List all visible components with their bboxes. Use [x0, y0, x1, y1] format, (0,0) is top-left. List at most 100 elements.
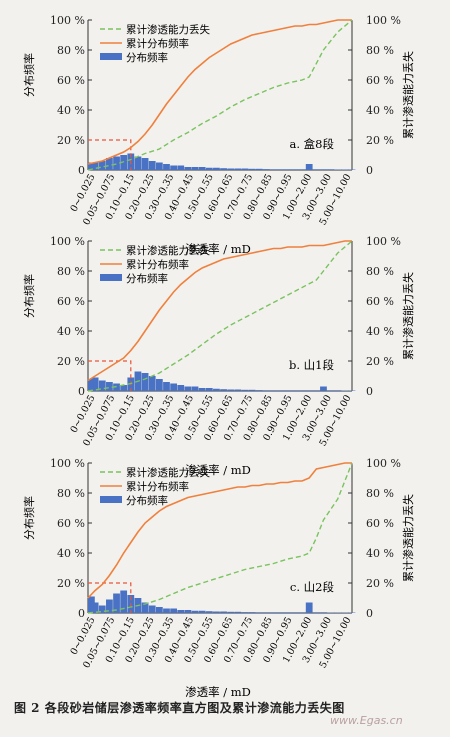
- right-axis-title: 累计渗透能力丢失: [401, 272, 415, 360]
- histogram-bar: [263, 612, 270, 613]
- histogram-bar: [170, 166, 177, 171]
- histogram-bar: [206, 611, 213, 613]
- right-axis-title: 累计渗透能力丢失: [401, 494, 415, 582]
- histogram-bar: [284, 169, 291, 170]
- histogram-bar: [306, 603, 313, 614]
- legend-label-cumulative: 累计分布频率: [126, 480, 189, 493]
- histogram-bar: [270, 612, 277, 613]
- histogram-bar: [227, 390, 234, 392]
- right-tick-label: 60 %: [366, 517, 394, 530]
- histogram-bar: [185, 167, 192, 170]
- histogram-bar: [256, 169, 263, 170]
- chart-panel-1: 020 %40 %60 %80 %100 %020 %40 %60 %80 %1…: [22, 14, 415, 256]
- left-tick-label: 80 %: [57, 487, 85, 500]
- histogram-bar: [249, 169, 256, 170]
- legend-label-histogram: 分布频率: [126, 494, 168, 507]
- histogram-bar: [149, 376, 156, 391]
- histogram-bar: [320, 612, 327, 613]
- histogram-bar: [299, 169, 306, 170]
- histogram-bar: [156, 163, 163, 171]
- left-tick-label: 0: [78, 607, 85, 620]
- histogram-bar: [213, 168, 220, 170]
- panel-label: c. 山2段: [290, 580, 335, 594]
- histogram-bar: [249, 612, 256, 613]
- histogram-bar: [320, 169, 327, 170]
- histogram-bar: [142, 158, 149, 170]
- histogram-bar: [213, 389, 220, 391]
- right-tick-label: 40 %: [366, 104, 394, 117]
- right-tick-label: 0: [366, 164, 373, 177]
- right-tick-label: 60 %: [366, 74, 394, 87]
- histogram-bar: [199, 388, 206, 391]
- left-tick-label: 20 %: [57, 134, 85, 147]
- histogram-bar: [156, 607, 163, 613]
- histogram-bar: [270, 169, 277, 170]
- left-axis-title: 分布频率: [22, 53, 36, 97]
- right-tick-label: 40 %: [366, 325, 394, 338]
- left-tick-label: 40 %: [57, 104, 85, 117]
- histogram-bar: [106, 382, 113, 391]
- histogram-bar: [334, 390, 341, 391]
- histogram-bar: [170, 384, 177, 392]
- histogram-bar: [270, 390, 277, 391]
- histogram-bar: [220, 389, 227, 391]
- legend-label-loss: 累计渗透能力丢失: [126, 244, 210, 257]
- legend-swatch-histogram: [100, 53, 122, 60]
- histogram-bar: [156, 379, 163, 391]
- histogram-bar: [277, 169, 284, 170]
- histogram-bar: [170, 609, 177, 614]
- legend-label-loss: 累计渗透能力丢失: [126, 466, 210, 479]
- histogram-bar: [220, 168, 227, 170]
- histogram-bar: [277, 390, 284, 391]
- right-tick-label: 0: [366, 607, 373, 620]
- histogram-bar: [185, 387, 192, 392]
- histogram-bar: [242, 169, 249, 171]
- histogram-bar: [234, 390, 241, 392]
- histogram-bar: [234, 169, 241, 171]
- right-axis-title: 累计渗透能力丢失: [401, 51, 415, 139]
- histogram-bar: [149, 161, 156, 170]
- histogram-bar: [99, 161, 106, 170]
- histogram-bar: [227, 169, 234, 171]
- histogram-bar: [306, 390, 313, 391]
- panel-label: a. 盒8段: [290, 137, 335, 151]
- histogram-bar: [292, 169, 299, 170]
- panel-label: b. 山1段: [289, 358, 334, 372]
- left-tick-label: 60 %: [57, 295, 85, 308]
- left-tick-label: 100 %: [50, 14, 85, 27]
- histogram-bar: [113, 157, 120, 171]
- histogram-bar: [192, 611, 199, 613]
- watermark: www.Egas.cn: [330, 714, 403, 727]
- left-axis-title: 分布频率: [22, 496, 36, 540]
- histogram-bar: [263, 390, 270, 391]
- legend-swatch-histogram: [100, 496, 122, 503]
- left-tick-label: 80 %: [57, 265, 85, 278]
- histogram-bar: [199, 611, 206, 613]
- histogram-bar: [256, 612, 263, 613]
- histogram-bar: [327, 169, 334, 170]
- histogram-bar: [142, 373, 149, 391]
- left-axis-title: 分布频率: [22, 274, 36, 318]
- legend-swatch-histogram: [100, 274, 122, 281]
- histogram-bar: [249, 390, 256, 391]
- left-tick-label: 60 %: [57, 517, 85, 530]
- histogram-bar: [135, 157, 142, 171]
- right-tick-label: 20 %: [366, 577, 394, 590]
- histogram-bar: [192, 167, 199, 170]
- histogram-bar: [284, 390, 291, 391]
- left-tick-label: 80 %: [57, 44, 85, 57]
- histogram-bar: [163, 609, 170, 614]
- right-tick-label: 20 %: [366, 355, 394, 368]
- left-tick-label: 20 %: [57, 355, 85, 368]
- left-tick-label: 0: [78, 385, 85, 398]
- left-tick-label: 100 %: [50, 235, 85, 248]
- histogram-bar: [263, 169, 270, 170]
- right-tick-label: 80 %: [366, 265, 394, 278]
- figure-caption: 图 2 各段砂岩储层渗透率频率直方图及累计渗流能力丢失图: [14, 699, 345, 716]
- histogram-bar: [199, 167, 206, 170]
- histogram-bar: [299, 612, 306, 613]
- histogram-bar: [163, 382, 170, 391]
- histogram-bar: [220, 612, 227, 614]
- histogram-bar: [292, 612, 299, 613]
